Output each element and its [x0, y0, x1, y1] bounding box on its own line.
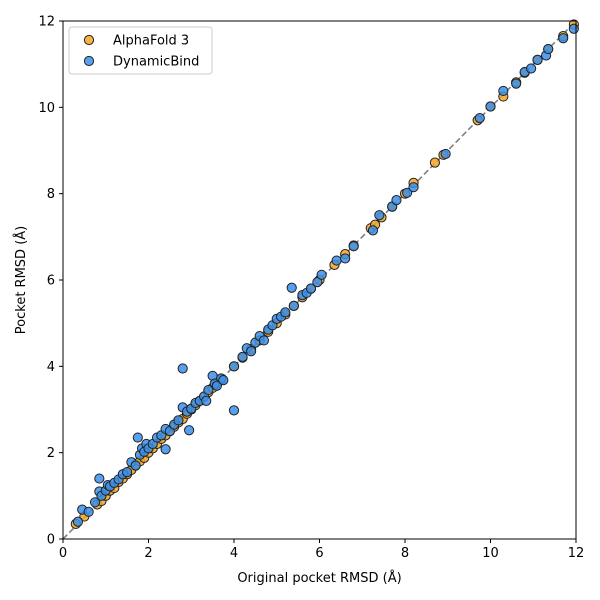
y-tick-label-2: 4	[47, 360, 55, 375]
x-tick-label-4: 8	[401, 546, 409, 561]
legend-label-alphafold3: AlphaFold 3	[113, 34, 189, 49]
point-dynamicbind-39	[203, 384, 214, 396]
point-dynamicbind-75	[474, 113, 485, 124]
point-dynamicbind-66	[340, 253, 351, 264]
point-dynamicbind-2	[83, 506, 94, 517]
legend-marker-alphafold3	[83, 34, 95, 46]
y-tick-label-0: 0	[47, 533, 55, 548]
point-dynamicbind-85	[568, 23, 579, 34]
point-dynamicbind-33	[184, 425, 195, 436]
y-axis-label: Pocket RMSD (Å)	[13, 226, 29, 334]
legend-label-dynamicbind: DynamicBind	[113, 55, 199, 70]
point-dynamicbind-15	[130, 460, 141, 471]
point-dynamicbind-78	[511, 78, 522, 89]
x-ticks: 0 2 4 6 8 10 12	[59, 539, 584, 561]
point-dynamicbind-13	[122, 466, 133, 478]
point-dynamicbind-44	[218, 375, 229, 386]
point-dynamicbind-62	[305, 283, 317, 294]
point-dynamicbind-73	[408, 182, 419, 193]
point-dynamicbind-29	[173, 415, 184, 426]
point-dynamicbind-84	[558, 33, 569, 44]
point-dynamicbind-81	[532, 54, 543, 65]
point-dynamicbind-68	[367, 225, 379, 236]
point-dynamicbind-3	[89, 497, 101, 508]
point-dynamicbind-80	[526, 63, 537, 74]
point-dynamicbind-46	[228, 361, 240, 372]
y-ticks: 0 2 4 6 8 10 12	[38, 15, 63, 548]
x-tick-label-6: 12	[568, 546, 585, 561]
y-tick-label-5: 10	[38, 101, 55, 116]
legend-marker-dynamicbind	[83, 55, 95, 67]
x-tick-label-1: 2	[144, 546, 152, 561]
point-dynamicbind-4	[94, 473, 105, 484]
point-dynamicbind-52	[258, 335, 270, 346]
x-axis-label: Original pocket RMSD (Å)	[237, 570, 401, 586]
point-dynamicbind-38	[201, 395, 212, 406]
point-dynamicbind-45	[228, 405, 240, 416]
y-tick-label-3: 6	[47, 274, 55, 289]
point-dynamicbind-0	[72, 516, 84, 527]
y-tick-label-6: 12	[38, 15, 55, 30]
point-dynamicbind-47	[237, 351, 248, 362]
x-tick-label-5: 10	[482, 546, 499, 561]
point-alphafold3-52	[429, 157, 441, 168]
point-dynamicbind-58	[286, 282, 297, 293]
point-dynamicbind-77	[498, 85, 509, 97]
point-dynamicbind-72	[402, 187, 413, 198]
point-dynamicbind-65	[331, 255, 342, 266]
x-tick-label-2: 4	[230, 546, 238, 561]
point-dynamicbind-25	[160, 444, 171, 455]
points-layer	[70, 19, 579, 529]
point-dynamicbind-67	[348, 241, 359, 252]
x-tick-label-0: 0	[59, 546, 67, 561]
point-dynamicbind-71	[391, 195, 402, 206]
point-dynamicbind-83	[543, 43, 554, 55]
point-dynamicbind-57	[280, 307, 291, 318]
point-dynamicbind-69	[374, 210, 385, 221]
y-tick-label-1: 2	[47, 446, 55, 461]
point-dynamicbind-30	[177, 363, 188, 374]
point-dynamicbind-59	[288, 300, 299, 311]
point-dynamicbind-74	[440, 148, 451, 160]
legend-box	[68, 26, 213, 75]
point-dynamicbind-49	[246, 346, 257, 357]
point-dynamicbind-64	[316, 269, 327, 280]
legend: AlphaFold 3 DynamicBind	[68, 26, 213, 75]
point-dynamicbind-16	[132, 432, 143, 443]
y-tick-label-4: 8	[47, 187, 55, 202]
x-tick-label-3: 6	[315, 546, 323, 561]
point-dynamicbind-76	[485, 101, 496, 112]
